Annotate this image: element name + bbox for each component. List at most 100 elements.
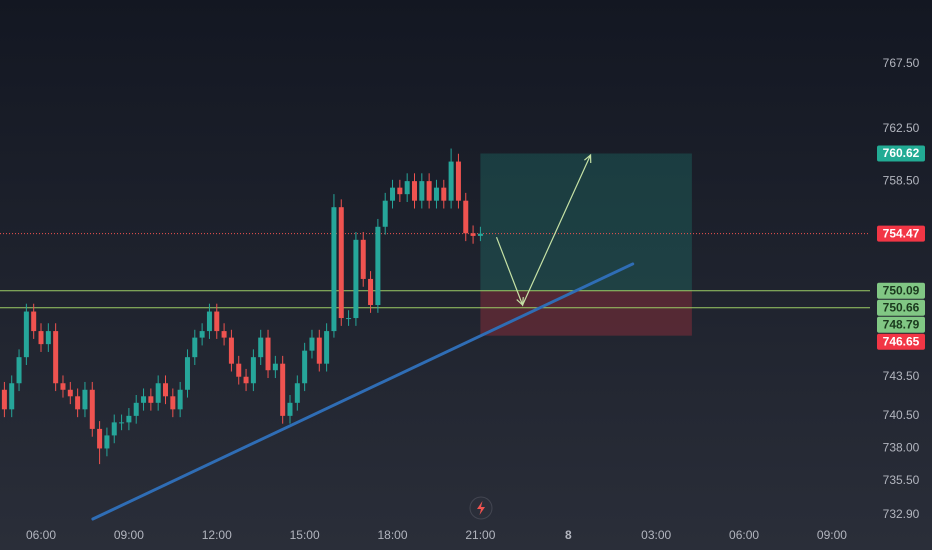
candle-body	[455, 161, 461, 201]
candle-body	[426, 181, 432, 201]
candle-body	[280, 363, 286, 416]
candle-body	[38, 331, 44, 345]
candle-body	[448, 161, 454, 201]
y-tick-label: 743.50	[883, 369, 920, 383]
x-tick-label: 8	[565, 528, 572, 542]
candle-body	[470, 233, 476, 236]
candle-body	[411, 181, 417, 201]
candle-body	[243, 376, 249, 384]
candle-body	[206, 311, 212, 332]
candle-body	[184, 357, 190, 390]
candle-body	[419, 181, 425, 201]
candle-body	[141, 396, 147, 403]
x-tick-label: 18:00	[378, 528, 408, 542]
candle-body	[360, 239, 366, 279]
candle-body	[104, 435, 110, 449]
price-label: 760.62	[883, 146, 920, 160]
candle-body	[294, 383, 300, 403]
price-label: 754.47	[883, 226, 920, 240]
logo-bolt	[477, 501, 485, 515]
candle-body	[397, 187, 403, 195]
candle-body	[272, 363, 278, 371]
price-label: 750.09	[883, 283, 920, 297]
position-layer	[480, 153, 692, 336]
candle-body	[170, 396, 176, 410]
candle-body	[221, 331, 227, 338]
candle-body	[375, 226, 381, 306]
x-tick-label: 12:00	[202, 528, 232, 542]
candle-body	[9, 383, 15, 410]
candle-body	[302, 350, 308, 384]
candle-body	[404, 181, 410, 195]
y-tick-label: 732.90	[883, 507, 920, 521]
y-tick-label: 740.50	[883, 408, 920, 422]
x-tick-label: 21:00	[465, 528, 495, 542]
candle-body	[82, 389, 88, 410]
x-tick-label: 09:00	[817, 528, 847, 542]
price-label-bg	[877, 333, 925, 350]
x-tick-label: 06:00	[26, 528, 56, 542]
candle-body	[287, 402, 293, 416]
x-tick-label: 03:00	[641, 528, 671, 542]
candle-body	[368, 278, 374, 306]
candle-body	[331, 207, 337, 332]
candle-body	[265, 337, 271, 371]
y-tick-label: 735.50	[883, 473, 920, 487]
price-label-bg	[877, 225, 925, 242]
candle-body	[316, 337, 322, 364]
trendline	[91, 262, 635, 521]
price-label: 746.65	[883, 334, 920, 348]
candle-body	[346, 318, 352, 320]
candle-body	[441, 187, 447, 201]
logo-button[interactable]	[469, 496, 493, 520]
x-tick-label: 15:00	[290, 528, 320, 542]
candle-body	[309, 337, 315, 351]
price-label: 750.66	[883, 300, 920, 314]
candle-body	[477, 233, 483, 236]
x-tick-label: 06:00	[729, 528, 759, 542]
candle-body	[16, 357, 22, 384]
candle-body	[353, 239, 359, 319]
candle-body	[192, 337, 198, 358]
candle-body	[45, 331, 51, 345]
candle-body	[433, 187, 439, 201]
candle-body	[163, 383, 169, 397]
candle-body	[148, 396, 154, 403]
candle-body	[53, 331, 59, 384]
price-label-bg	[877, 316, 925, 333]
candle-body	[67, 389, 73, 397]
candle-body	[60, 383, 66, 390]
candle-body	[177, 389, 183, 410]
axis-layer: 767.50 762.50 758.50 743.50 740.50 738.00 735.…	[26, 56, 925, 542]
candle-body	[324, 331, 330, 364]
candle-body	[97, 428, 103, 449]
candle-body	[119, 422, 125, 424]
candle-body	[155, 383, 161, 403]
x-tick-label: 09:00	[114, 528, 144, 542]
candle-body	[463, 200, 469, 234]
candle-body	[23, 311, 29, 358]
price-label-bg	[877, 145, 925, 162]
y-tick-label: 738.00	[883, 441, 920, 455]
candle-body	[382, 200, 388, 227]
price-label: 748.79	[883, 317, 920, 331]
candle-body	[228, 337, 234, 364]
arrow-head	[584, 153, 592, 164]
candle-body	[338, 207, 344, 319]
candle-body	[126, 415, 132, 423]
candle-body	[1, 389, 7, 410]
candle-body	[250, 357, 256, 384]
candle-body	[199, 331, 205, 338]
loss-zone	[480, 290, 692, 336]
profit-zone	[480, 153, 692, 291]
candle-body	[258, 337, 264, 358]
candle-body	[214, 311, 220, 332]
candle-body	[133, 402, 139, 416]
drawings-layer	[91, 153, 635, 521]
candle-body	[111, 422, 117, 436]
candles-layer	[1, 148, 483, 465]
candle-body	[89, 389, 95, 429]
y-tick-label: 758.50	[883, 173, 920, 187]
